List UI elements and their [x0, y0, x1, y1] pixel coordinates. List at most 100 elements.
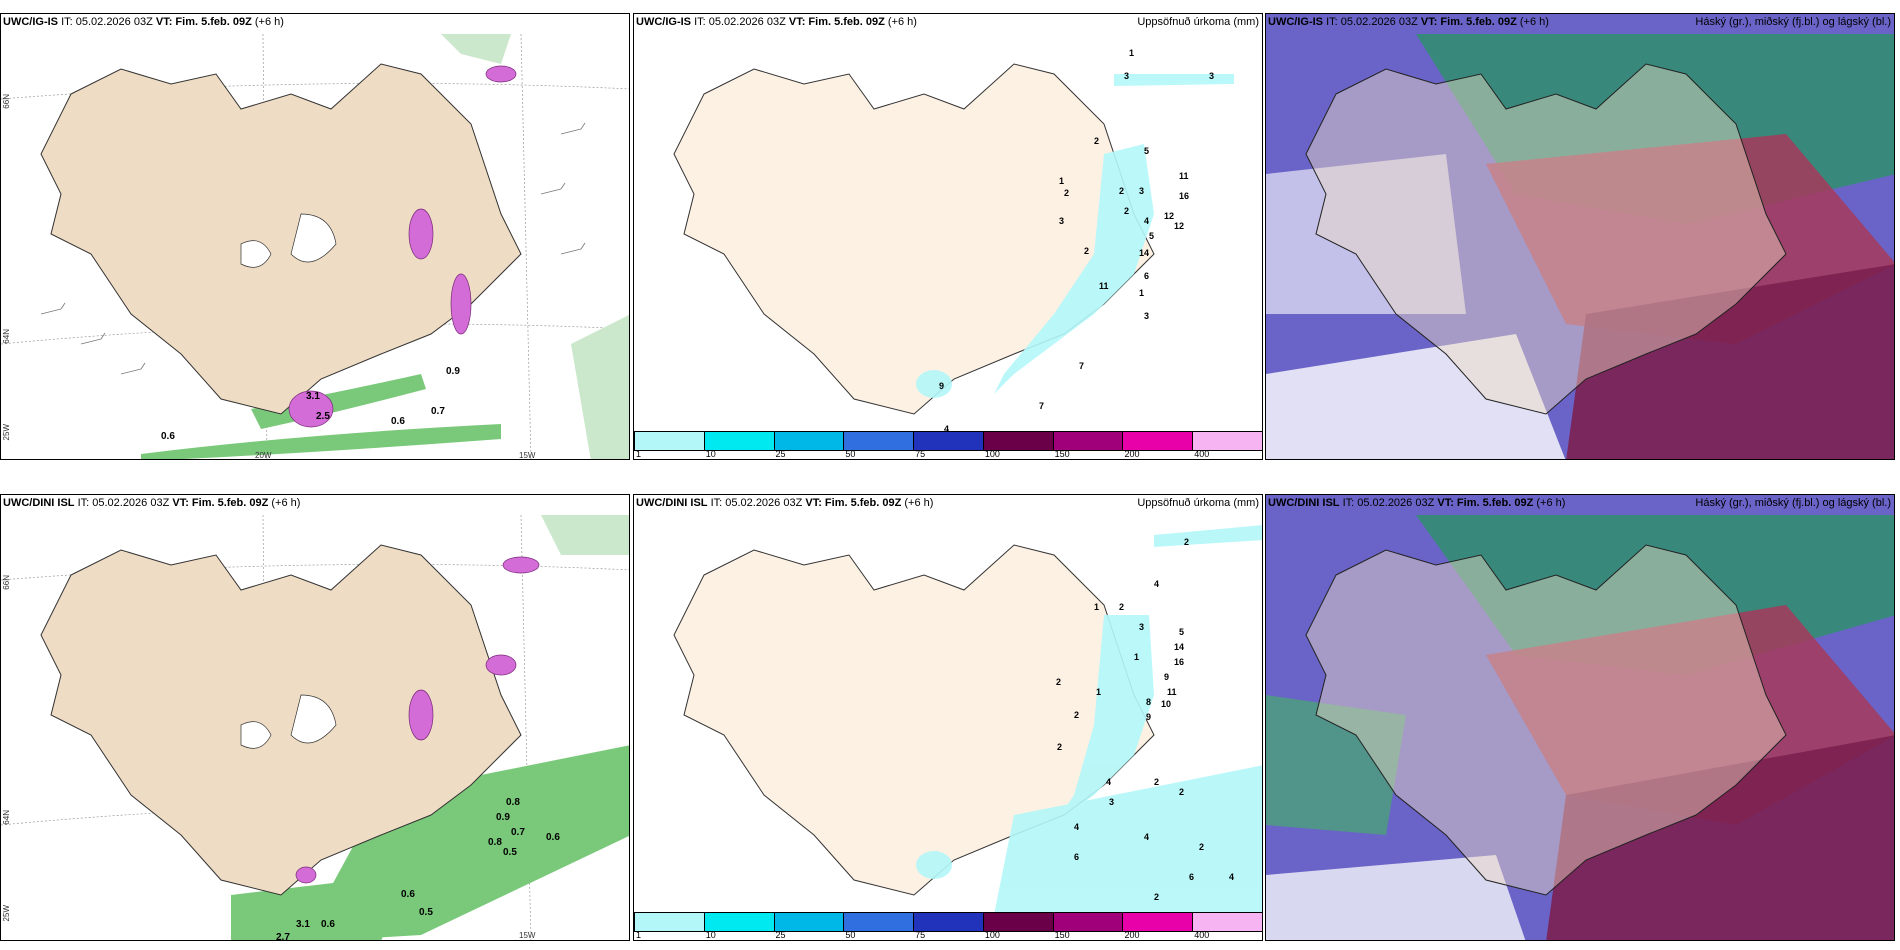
cloud-title: Háský (gr.), miðský (fj.bl.) og lágský (…	[1695, 497, 1891, 509]
precip-value: 2	[1184, 537, 1189, 547]
wind-map: 0.9 0.6 0.7 0.6 2.5 3.1	[1, 33, 629, 459]
lon-label: 25W	[2, 424, 11, 441]
panel-top-wind: UWC/IG-IS IT: 05.02.2026 03Z VT: Fim. 5.…	[0, 13, 630, 460]
precip-value: 16	[1174, 657, 1184, 667]
legend-swatch	[1193, 913, 1262, 931]
precip-value: 9	[1164, 672, 1169, 682]
legend-label: 25	[775, 449, 786, 459]
precip-value: 2	[1094, 136, 1099, 146]
precip-value: 4	[944, 424, 949, 434]
wind-value: 0.8	[488, 837, 502, 848]
panel-header: UWC/DINI ISL IT: 05.02.2026 03Z VT: Fim.…	[3, 497, 301, 509]
wind-value: 0.6	[321, 919, 335, 930]
legend-label: 75	[915, 930, 926, 940]
precip-title: Uppsöfnuð úrkoma (mm)	[1137, 16, 1259, 28]
legend-swatch	[914, 432, 984, 450]
legend-swatch	[844, 913, 915, 931]
wind-value: 2.7	[276, 932, 290, 941]
precip-value: 1	[1134, 652, 1139, 662]
precip-value: 2	[1179, 787, 1184, 797]
precip-value: 1	[1059, 176, 1064, 186]
wind-map: 0.8 0.9 0.7 0.8 0.5 0.6 0.6 0.5 3.1 0.6 …	[1, 514, 629, 941]
precip-value: 3	[1209, 71, 1214, 81]
precip-value: 11	[1099, 281, 1109, 291]
panel-header: UWC/DINI ISL IT: 05.02.2026 03Z VT: Fim.…	[1268, 497, 1566, 509]
precip-value: 7	[1039, 401, 1044, 411]
panel-header: UWC/IG-IS IT: 05.02.2026 03Z VT: Fim. 5.…	[3, 16, 284, 28]
cloud-title: Háský (gr.), miðský (fj.bl.) og lágský (…	[1695, 16, 1891, 28]
precip-map: 1 3 3 2 5 1 2 2 3 11 16 12 4 12 3 2 5 14…	[673, 48, 1234, 434]
precip-value: 2	[1057, 742, 1062, 752]
precip-value: 11	[1167, 687, 1177, 697]
legend-swatch	[983, 432, 1054, 450]
precip-value: 2	[1124, 206, 1129, 216]
panel-top-cloud: UWC/IG-IS IT: 05.02.2026 03Z VT: Fim. 5.…	[1265, 13, 1895, 460]
wind-value: 3.1	[306, 391, 320, 402]
precip-value: 12	[1164, 211, 1174, 221]
panel-header: UWC/IG-IS IT: 05.02.2026 03Z VT: Fim. 5.…	[636, 16, 917, 28]
precip-value: 3	[1139, 622, 1144, 632]
lon-label: 15W	[519, 931, 536, 940]
precip-value: 6	[1189, 872, 1194, 882]
precip-value: 9	[1146, 712, 1151, 722]
precip-value: 3	[1144, 311, 1149, 321]
wind-value: 0.6	[401, 889, 415, 900]
legend-label: 50	[845, 930, 856, 940]
legend-swatch	[1193, 432, 1262, 450]
legend-label: 50	[845, 449, 856, 459]
cloud-map	[1266, 495, 1894, 940]
precip-value: 11	[1179, 171, 1189, 181]
precip-title: Uppsöfnuð úrkoma (mm)	[1137, 497, 1259, 509]
wind-value: 0.6	[161, 431, 175, 442]
precip-value: 1	[1094, 602, 1099, 612]
precip-value: 5	[1144, 146, 1149, 156]
lon-label: 25W	[2, 905, 11, 922]
cloud-map	[1266, 14, 1894, 459]
legend-swatch	[774, 913, 845, 931]
precip-value: 14	[1174, 642, 1184, 652]
precip-value: 4	[1106, 777, 1111, 787]
panel-header: UWC/IG-IS IT: 05.02.2026 03Z VT: Fim. 5.…	[1268, 16, 1549, 28]
legend-swatch	[635, 432, 705, 450]
wind-value: 0.5	[503, 847, 517, 858]
precip-value: 4	[1144, 832, 1149, 842]
precip-value: 6	[1074, 852, 1079, 862]
precip-value: 1	[1129, 48, 1134, 58]
panel-top-precip: UWC/IG-IS IT: 05.02.2026 03Z VT: Fim. 5.…	[633, 13, 1263, 460]
wind-value: 0.8	[506, 797, 520, 808]
precip-value: 2	[1074, 710, 1079, 720]
legend-swatch	[1053, 913, 1124, 931]
precip-value: 2	[1064, 188, 1069, 198]
precip-value: 5	[1179, 627, 1184, 637]
legend-label: 150	[1054, 930, 1070, 940]
precip-value: 7	[1079, 361, 1084, 371]
precip-value: 3	[1109, 797, 1114, 807]
legend-label: 10	[705, 449, 716, 459]
precip-value: 4	[1144, 216, 1149, 226]
precip-value: 6	[1144, 271, 1149, 281]
precip-map: 2 4 1 2 3 5 1 14 16 9 11 2 1 8 10 2 9 2 …	[673, 525, 1262, 915]
precip-value: 3	[1059, 216, 1064, 226]
legend-label: 75	[915, 449, 926, 459]
legend-label: 400	[1194, 449, 1210, 459]
legend-label: 200	[1124, 930, 1140, 940]
precip-value: 4	[1074, 822, 1079, 832]
wind-value: 2.5	[316, 411, 330, 422]
legend-swatch	[844, 432, 915, 450]
precip-value: 4	[1229, 872, 1234, 882]
precip-value: 16	[1179, 191, 1189, 201]
precip-value: 3	[1124, 71, 1129, 81]
wind-value: 0.7	[511, 827, 525, 838]
lat-label: 64N	[2, 810, 11, 825]
panel-bottom-wind: UWC/DINI ISL IT: 05.02.2026 03Z VT: Fim.…	[0, 494, 630, 941]
legend-label: 10	[705, 930, 716, 940]
legend-label: 25	[775, 930, 786, 940]
precip-value: 4	[1154, 579, 1159, 589]
legend-label: 100	[984, 930, 1000, 940]
precip-legend: 1 10 25 50 75 100 150 200 400	[634, 912, 1262, 940]
precip-value: 5	[1149, 231, 1154, 241]
precip-value: 14	[1139, 248, 1149, 258]
precip-legend: 1 10 25 50 75 100 150 200 400	[634, 431, 1262, 459]
precip-value: 2	[1119, 602, 1124, 612]
precip-value: 2	[1154, 892, 1159, 902]
